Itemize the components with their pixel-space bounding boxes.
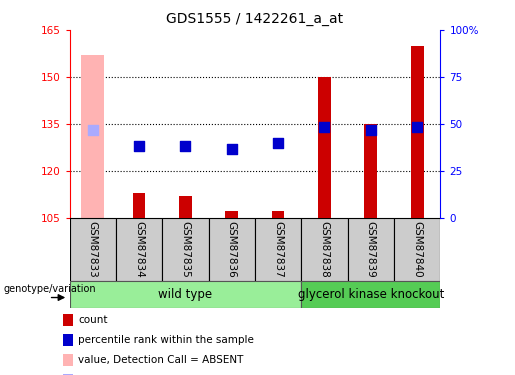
Bar xyxy=(63,314,73,326)
Text: count: count xyxy=(78,315,108,325)
Text: GSM87834: GSM87834 xyxy=(134,220,144,278)
Bar xyxy=(365,124,377,218)
Point xyxy=(181,142,190,148)
Bar xyxy=(394,217,440,281)
Text: wild type: wild type xyxy=(158,288,213,301)
Text: GSM87836: GSM87836 xyxy=(227,220,237,278)
Bar xyxy=(70,281,301,308)
Bar xyxy=(133,192,145,217)
Point xyxy=(228,146,236,152)
Bar xyxy=(162,217,209,281)
Bar xyxy=(63,334,73,346)
Point xyxy=(320,124,329,130)
Point xyxy=(413,124,421,130)
Text: glycerol kinase knockout: glycerol kinase knockout xyxy=(298,288,444,301)
Bar xyxy=(318,77,331,218)
Text: GSM87835: GSM87835 xyxy=(180,220,191,278)
Text: GSM87839: GSM87839 xyxy=(366,220,376,278)
Point xyxy=(367,127,375,133)
Text: value, Detection Call = ABSENT: value, Detection Call = ABSENT xyxy=(78,355,244,365)
Bar xyxy=(70,217,116,281)
Bar xyxy=(301,217,348,281)
Bar xyxy=(272,211,284,217)
Point xyxy=(274,140,282,146)
Bar xyxy=(226,211,238,217)
Bar xyxy=(179,196,192,217)
Bar xyxy=(255,217,301,281)
Bar xyxy=(209,217,255,281)
Bar xyxy=(63,354,73,366)
Text: GSM87840: GSM87840 xyxy=(412,220,422,278)
Text: GSM87838: GSM87838 xyxy=(319,220,330,278)
Point xyxy=(135,142,143,148)
Text: GSM87837: GSM87837 xyxy=(273,220,283,278)
Bar xyxy=(301,281,440,308)
Bar xyxy=(348,217,394,281)
Point xyxy=(89,127,97,133)
Text: GSM87833: GSM87833 xyxy=(88,220,98,278)
Bar xyxy=(411,46,423,218)
Text: percentile rank within the sample: percentile rank within the sample xyxy=(78,335,254,345)
Bar xyxy=(63,374,73,375)
Bar xyxy=(81,55,104,217)
Title: GDS1555 / 1422261_a_at: GDS1555 / 1422261_a_at xyxy=(166,12,344,26)
Bar xyxy=(116,217,162,281)
Text: genotype/variation: genotype/variation xyxy=(4,284,96,294)
